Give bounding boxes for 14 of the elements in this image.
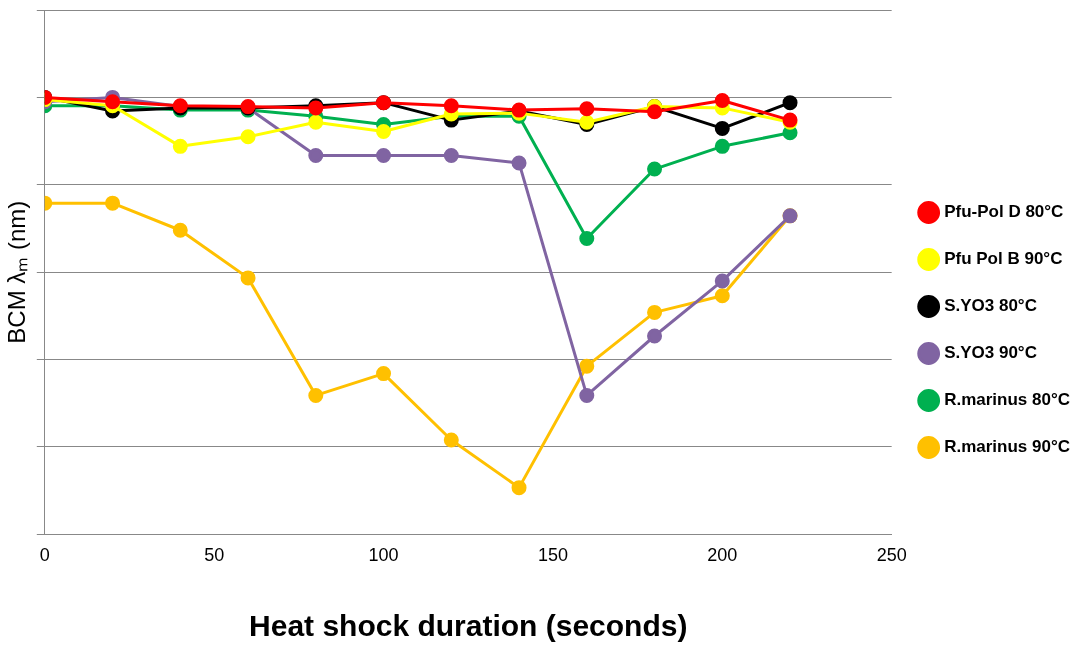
y-axis-title: BCM λₘ (nm) (3, 200, 31, 344)
legend-label: R.marinus 90°C (944, 437, 1070, 457)
x-tick-label: 50 (204, 545, 225, 566)
x-tick-label: 150 (537, 545, 568, 566)
x-tick-label: 0 (39, 545, 50, 566)
x-tick-label: 200 (707, 545, 738, 566)
x-axis-title: Heat shock duration (seconds) (249, 609, 688, 643)
x-tick-label: 100 (368, 545, 399, 566)
legend-label: S.YO3 80°C (944, 296, 1037, 316)
legend-label: R.marinus 80°C (944, 390, 1070, 410)
x-tick-label: 250 (876, 545, 907, 566)
legend-label: Pfu Pol B 90°C (944, 249, 1063, 269)
legend-label: S.YO3 90°C (944, 343, 1037, 363)
legend-label: Pfu-Pol D 80°C (944, 202, 1064, 222)
